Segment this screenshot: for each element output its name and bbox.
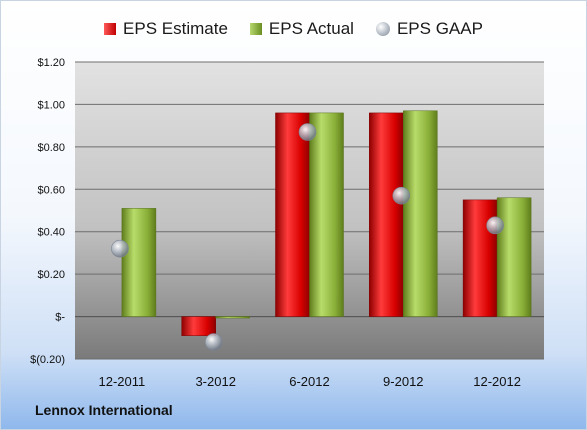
- legend-label-gaap: EPS GAAP: [396, 19, 483, 38]
- y-tick-label: $0.60: [37, 184, 65, 196]
- y-tick-label: $0.20: [37, 269, 65, 281]
- marker-eps-gaap: [204, 333, 223, 351]
- x-tick-label: 9-2012: [383, 374, 423, 389]
- y-tick-label: $1.00: [37, 99, 65, 111]
- x-tick-label: 6-2012: [289, 374, 329, 389]
- legend: EPS Estimate EPS Actual EPS GAAP: [0, 17, 587, 41]
- x-tick-label: 3-2012: [195, 374, 235, 389]
- y-tick-label: $0.40: [37, 227, 65, 239]
- bar-eps-estimate: [275, 112, 310, 317]
- bar-eps-actual: [403, 110, 438, 317]
- legend-label-actual: EPS Actual: [268, 19, 354, 38]
- bar-eps-actual: [121, 208, 157, 317]
- y-tick-label: $1.20: [37, 57, 65, 69]
- legend-item-actual: EPS Actual: [249, 19, 354, 39]
- y-tick-label: $0.80: [37, 142, 65, 154]
- y-tick-label: $-: [55, 312, 65, 324]
- company-name: Lennox International: [35, 402, 173, 418]
- bar-eps-estimate: [369, 112, 404, 317]
- marker-eps-gaap: [392, 186, 411, 205]
- y-tick-label: $(0.20): [30, 354, 65, 366]
- estimate-swatch: [104, 23, 117, 35]
- legend-label-estimate: EPS Estimate: [123, 19, 228, 38]
- x-tick-label: 12-2011: [99, 374, 146, 389]
- x-tick-label: 12-2012: [473, 374, 521, 389]
- marker-eps-gaap: [298, 123, 317, 141]
- marker-eps-gaap: [111, 239, 129, 258]
- bar-eps-actual: [215, 316, 250, 319]
- actual-swatch: [249, 23, 262, 35]
- legend-item-estimate: EPS Estimate: [104, 19, 228, 39]
- legend-item-gaap: EPS GAAP: [375, 19, 483, 39]
- bar-eps-actual: [309, 112, 344, 317]
- marker-eps-gaap: [486, 216, 504, 235]
- bar-eps-estimate: [181, 316, 216, 336]
- gaap-swatch: [375, 22, 390, 36]
- bar-eps-actual: [496, 197, 532, 317]
